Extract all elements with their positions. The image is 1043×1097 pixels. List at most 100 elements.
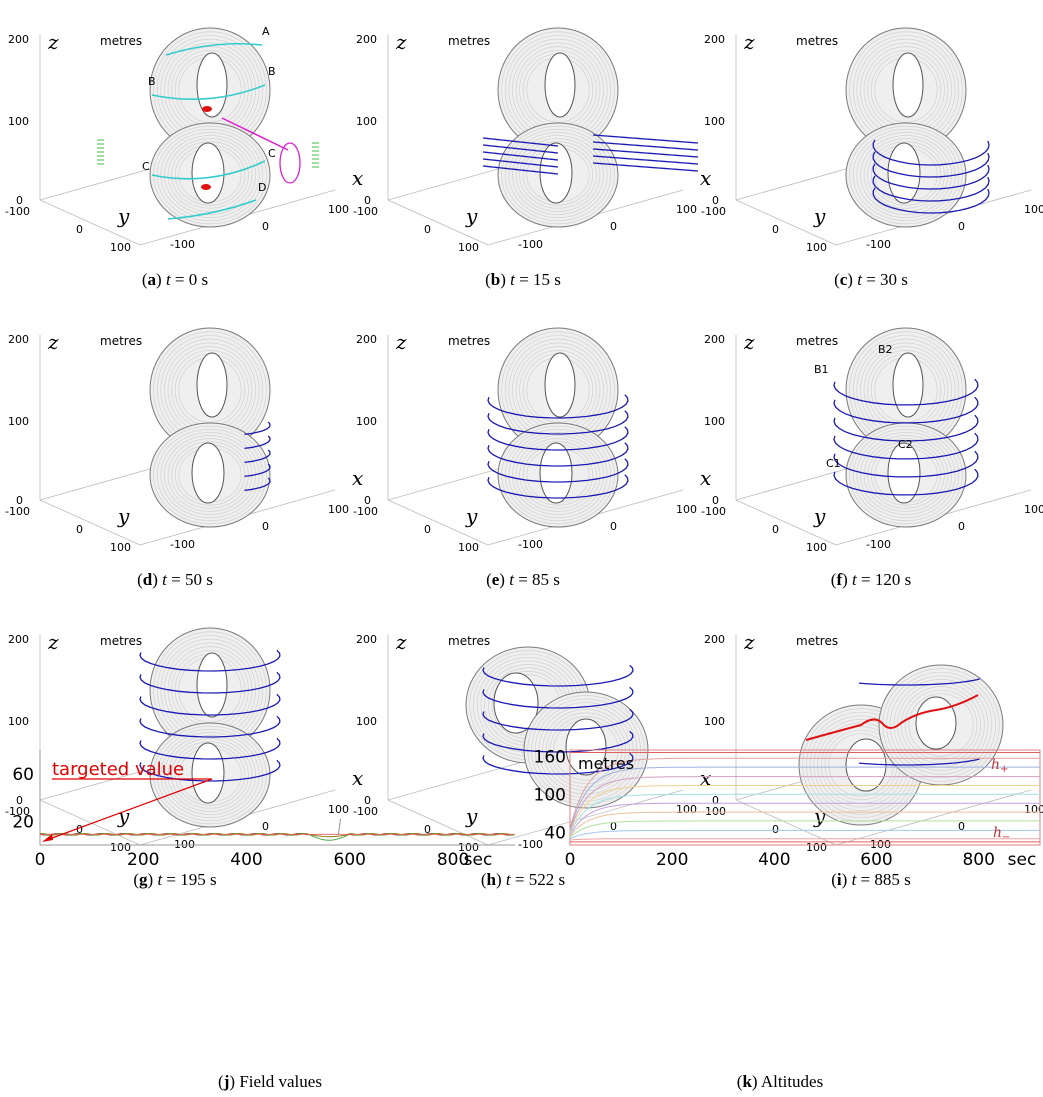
y-tick: -100 [353,805,378,818]
z-tick: 0 [712,794,719,807]
z-tick: 0 [364,794,371,807]
y-axis-label: y [813,204,826,228]
caption-h: (h) t = 522 s [480,870,566,889]
y-tick: 100 [110,241,131,254]
altitude-line [569,820,1040,838]
y-tick: -100 [701,205,726,218]
z-tick: 100 [8,415,29,428]
h-minus-label: h− [993,825,1010,843]
y-tick: -100 [701,505,726,518]
y-tick: -100 [701,805,726,818]
field-lines-right [592,134,699,172]
y-tick: 100 [806,841,827,854]
right-torus [878,664,1004,786]
x-tick: -100 [170,538,195,551]
y-tick: 100 [806,541,827,554]
x-tick: 0 [610,520,617,533]
x-tick: -100 [866,238,891,251]
y-axis-label: y [117,204,130,228]
z-tick: 0 [16,794,23,807]
field-loops [482,664,634,775]
upper-torus [845,27,967,153]
z-axis-label: z [47,30,59,54]
z-tick: 100 [704,115,725,128]
unit-label: metres [448,34,490,48]
spike [337,818,341,835]
arrow-head [42,834,53,842]
y-tick: 0 [76,223,83,236]
z-axis-label: z [395,330,407,354]
cyan-rings [151,43,266,220]
unit-label: metres [448,334,490,348]
z-axis-label: z [743,30,755,54]
field-loops [872,139,990,214]
x-tick: -100 [518,538,543,551]
y-tick: 0 [76,823,83,836]
y-axis-label: y [465,504,478,528]
x-axis-label: x [352,466,363,490]
x-tick: 0 [610,220,617,233]
z-tick: 100 [704,415,725,428]
panel-e: 200 100 0 z metres -100 0 100 y -100 0 100 x [348,315,711,615]
x-tick: 100 [676,503,697,516]
x-tick: -100 [170,238,195,251]
caption-c: (c) t = 30 s [834,270,908,289]
z-axis-label: z [395,630,407,654]
y-tick: 160 [534,747,566,767]
y-tick: -100 [353,505,378,518]
y-tick: -100 [5,205,30,218]
z-tick: 200 [704,333,725,346]
unit-label: metres [100,334,142,348]
chart-field-values: 20 60 0 200 400 600 800 sec targeted value [0,745,525,1097]
z-tick: 200 [8,33,29,46]
y-axis-label: y [465,204,478,228]
y-tick: -100 [5,505,30,518]
label-C2: C2 [898,438,913,451]
x-tick: 100 [676,203,697,216]
lower-torus [497,122,619,228]
plot-area [569,749,1041,846]
altitude-line [569,793,1040,834]
h-plus-label: h+ [991,757,1008,775]
x-axis-label: x [700,466,711,490]
altitude-line [569,802,1040,836]
z-axis-label: z [743,330,755,354]
unit-label: metres [100,34,142,48]
altitude-line [569,785,1040,833]
y-tick: 100 [110,841,131,854]
field-loops [139,649,281,782]
y-tick: 100 [534,785,566,805]
unit-label: metres [100,634,142,648]
x-tick: 100 [328,503,349,516]
z-tick: 200 [356,633,377,646]
unit-label: metres [578,754,634,773]
z-tick: 100 [356,415,377,428]
x-tick: 0 [958,520,965,533]
y-tick: 100 [458,241,479,254]
x-tick: 200 [656,850,688,870]
z-tick: 0 [16,194,23,207]
y-tick: -100 [5,805,30,818]
y-tick: 0 [424,523,431,536]
y-tick: 0 [76,523,83,536]
x-tick: -100 [518,838,543,851]
panel-d: 200 100 0 z metres -100 0 100 y -100 0 100 x [0,315,363,615]
caption-k: (k) Altitudes [736,1072,824,1091]
unit-label: metres [448,634,490,648]
caption-f: (f) t = 120 s [830,570,912,589]
x-axis-label: x [700,766,711,790]
label-B: B [268,65,276,78]
x-tick: 100 [1024,203,1043,216]
x-tick: -100 [518,238,543,251]
z-tick: 100 [356,715,377,728]
x-unit: sec [464,850,493,870]
y-axis-label: y [117,504,130,528]
y-tick: 0 [424,823,431,836]
caption-j: (j) Field values [218,1072,322,1091]
upper-torus [497,27,619,153]
caption-i: (i) t = 885 s [831,870,911,889]
caption-d: (d) t = 50 s [137,570,213,589]
z-tick: 0 [712,494,719,507]
